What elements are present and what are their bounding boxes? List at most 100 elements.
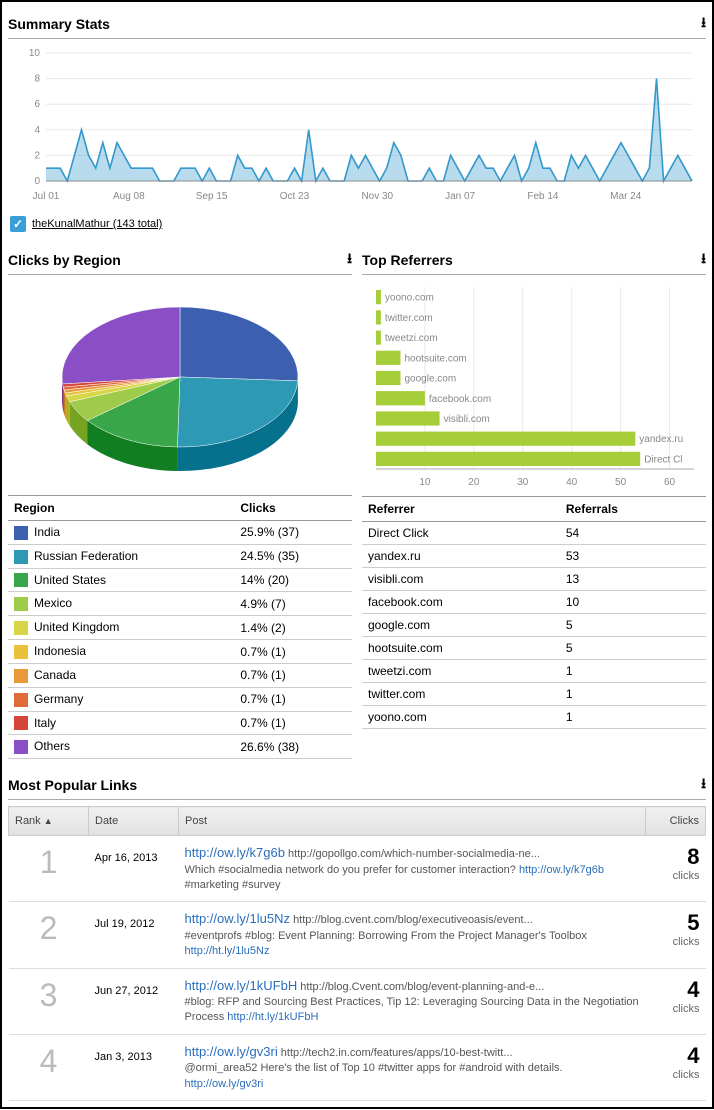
download-icon[interactable]: ⭳ <box>347 248 352 272</box>
referrer-row: google.com5 <box>362 614 706 637</box>
clicks-number: 8 <box>652 844 700 870</box>
inline-link[interactable]: http://ow.ly/gv3ri <box>185 1078 264 1090</box>
svg-text:Jul 01: Jul 01 <box>33 191 60 202</box>
region-swatch <box>14 597 28 611</box>
popular-link-row: 4 Jan 3, 2013 http://ow.ly/gv3ri http://… <box>9 1034 706 1100</box>
svg-text:facebook.com: facebook.com <box>429 394 491 405</box>
post-desc: @ormi_area52 Here's the list of Top 10 #… <box>185 1062 563 1089</box>
referrer-row: yoono.com1 <box>362 706 706 729</box>
col-post[interactable]: Post <box>179 807 646 836</box>
popular-link-row: 3 Jun 27, 2012 http://ow.ly/1kUFbH http:… <box>9 968 706 1034</box>
referrers-col-value[interactable]: Referrals <box>560 497 706 522</box>
referrers-title: Top Referrers <box>362 252 453 268</box>
svg-text:Jan 07: Jan 07 <box>445 191 475 202</box>
summary-title: Summary Stats <box>8 16 110 32</box>
region-clicks: 1.4% (2) <box>234 616 352 640</box>
region-swatch <box>14 716 28 730</box>
col-rank[interactable]: Rank ▲ <box>9 807 89 836</box>
region-swatch <box>14 621 28 635</box>
referrers-col-name[interactable]: Referrer <box>362 497 560 522</box>
col-date[interactable]: Date <box>89 807 179 836</box>
clicks-cell: 5 clicks <box>646 902 706 968</box>
region-name: Germany <box>34 692 83 706</box>
referrer-row: yandex.ru53 <box>362 545 706 568</box>
main-link[interactable]: http://ow.ly/1kUFbH <box>185 978 298 993</box>
main-link[interactable]: http://ow.ly/k7g6b <box>185 845 285 860</box>
svg-text:10: 10 <box>29 48 41 59</box>
region-swatch <box>14 740 28 754</box>
region-row: India 25.9% (37) <box>8 521 352 545</box>
region-row: United Kingdom1.4% (2) <box>8 616 352 640</box>
region-swatch <box>14 550 28 564</box>
svg-text:Direct Cl: Direct Cl <box>644 454 682 465</box>
inline-link[interactable]: http://ow.ly/k7g6b <box>519 864 604 876</box>
regions-table: Region Clicks India 25.9% (37)Russian Fed… <box>8 495 352 759</box>
two-column-row: Clicks by Region ⭳ Region Clicks India25… <box>8 244 706 759</box>
legend-label[interactable]: theKunalMathur (143 total) <box>32 218 162 230</box>
referrer-name: tweetzi.com <box>362 660 560 683</box>
col-clicks[interactable]: Clicks <box>646 807 706 836</box>
region-clicks: 4.9% (7) <box>234 592 352 616</box>
regions-col-region[interactable]: Region <box>8 496 234 521</box>
referrer-row: tweetzi.com1 <box>362 660 706 683</box>
region-swatch <box>14 645 28 659</box>
regions-column: Clicks by Region ⭳ Region Clicks India25… <box>8 244 352 759</box>
region-name: Indonesia <box>34 644 86 658</box>
rank-cell: 1 <box>9 836 89 902</box>
clicks-label: clicks <box>652 936 700 948</box>
referrer-value: 13 <box>560 568 706 591</box>
summary-chart: 0246810Jul 01Aug 08Sep 15Oct 23Nov 30Jan… <box>8 45 706 210</box>
svg-text:Sep 15: Sep 15 <box>196 191 228 202</box>
referrer-name: facebook.com <box>362 591 560 614</box>
regions-col-clicks[interactable]: Clicks <box>234 496 352 521</box>
rank-cell: 3 <box>9 968 89 1034</box>
rank-cell: 4 <box>9 1034 89 1100</box>
svg-text:Feb 14: Feb 14 <box>527 191 559 202</box>
download-icon[interactable]: ⭳ <box>701 248 706 272</box>
region-row: Russian Federation24.5% (35) <box>8 544 352 568</box>
region-clicks: 0.7% (1) <box>234 640 352 664</box>
referrer-row: Direct Click54 <box>362 522 706 545</box>
referrer-value: 10 <box>560 591 706 614</box>
main-link[interactable]: http://ow.ly/1lu5Nz <box>185 911 291 926</box>
legend-checkbox[interactable] <box>10 216 26 232</box>
post-desc: Which #socialmedia network do you prefer… <box>185 864 604 891</box>
post-cell: http://ow.ly/1lu5Nz http://blog.cvent.co… <box>179 902 646 968</box>
post-desc: #eventprofs #blog: Event Planning: Borro… <box>185 930 587 957</box>
referrer-name: hootsuite.com <box>362 637 560 660</box>
referrer-row: twitter.com1 <box>362 683 706 706</box>
download-icon[interactable]: ⭳ <box>701 12 706 36</box>
date-cell: Jun 27, 2012 <box>89 968 179 1034</box>
region-name: Italy <box>34 716 56 730</box>
region-row: Germany0.7% (1) <box>8 687 352 711</box>
inline-link[interactable]: http://ht.ly/1lu5Nz <box>185 945 270 957</box>
region-clicks: 25.9% (37) <box>234 521 352 545</box>
svg-text:2: 2 <box>34 150 40 161</box>
svg-text:60: 60 <box>664 477 676 488</box>
referrer-name: yoono.com <box>362 706 560 729</box>
pie-wrap <box>8 281 352 495</box>
inline-link[interactable]: http://ht.ly/1kUFbH <box>227 1011 318 1023</box>
region-name: Canada <box>34 668 76 682</box>
referrer-name: twitter.com <box>362 683 560 706</box>
referrer-name: Direct Click <box>362 522 560 545</box>
summary-header: Summary Stats ⭳ <box>8 8 706 39</box>
clicks-label: clicks <box>652 870 700 882</box>
region-clicks: 26.6% (38) <box>234 735 352 759</box>
region-clicks: 24.5% (35) <box>234 544 352 568</box>
region-name: India <box>34 525 60 539</box>
svg-text:50: 50 <box>615 477 627 488</box>
dashboard-container: Summary Stats ⭳ 0246810Jul 01Aug 08Sep 1… <box>0 0 714 1109</box>
svg-text:40: 40 <box>566 477 578 488</box>
region-swatch <box>14 693 28 707</box>
download-icon[interactable]: ⭳ <box>701 773 706 797</box>
summary-legend: theKunalMathur (143 total) <box>8 210 706 244</box>
main-link[interactable]: http://ow.ly/gv3ri <box>185 1044 278 1059</box>
popular-title: Most Popular Links <box>8 777 137 793</box>
clicks-number: 4 <box>652 1043 700 1069</box>
svg-text:4: 4 <box>34 125 40 136</box>
popular-header: Most Popular Links ⭳ <box>8 769 706 800</box>
svg-text:10: 10 <box>419 477 431 488</box>
region-swatch <box>14 526 28 540</box>
svg-text:6: 6 <box>34 99 40 110</box>
